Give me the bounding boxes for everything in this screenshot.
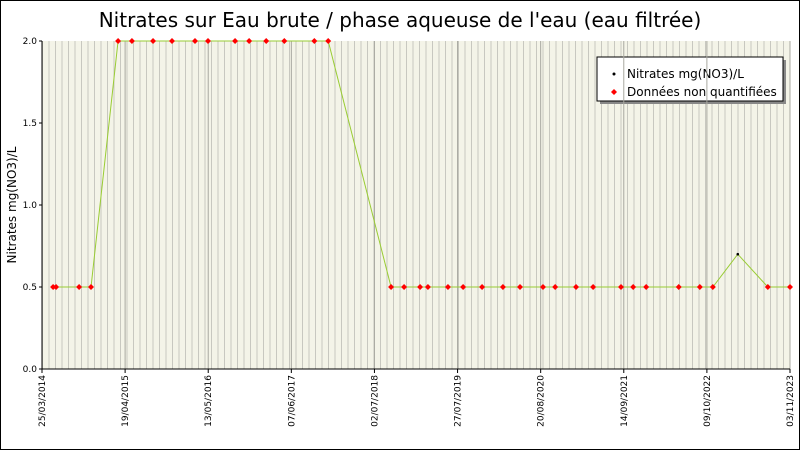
non-quantified-marker <box>150 38 157 44</box>
non-quantified-marker <box>401 284 408 290</box>
non-quantified-marker <box>128 38 135 44</box>
non-quantified-marker <box>444 284 451 290</box>
legend: Nitrates mg(NO3)/L Données non quantifiée… <box>596 56 786 104</box>
non-quantified-marker <box>281 38 288 44</box>
y-tick-label: 1.0 <box>23 201 38 211</box>
x-tick-label: 20/08/2020 <box>537 375 547 427</box>
non-quantified-marker <box>205 38 212 44</box>
non-quantified-marker <box>618 284 625 290</box>
non-quantified-marker <box>696 284 703 290</box>
non-quantified-marker <box>325 38 332 44</box>
non-quantified-marker <box>479 284 486 290</box>
non-quantified-marker <box>311 38 318 44</box>
legend-box <box>596 56 784 102</box>
non-quantified-marker <box>460 284 467 290</box>
y-tick-label: 1.5 <box>23 119 37 129</box>
legend-label: Nitrates mg(NO3)/L <box>627 67 744 81</box>
y-axis-label: Nitrates mg(NO3)/L <box>5 146 19 263</box>
x-tick-label: 27/07/2019 <box>454 375 464 427</box>
non-quantified-marker <box>168 38 175 44</box>
legend-label: Données non quantifiées <box>627 85 777 99</box>
non-quantified-marker <box>246 38 253 44</box>
non-quantified-marker <box>88 284 95 290</box>
non-quantified-marker <box>709 284 716 290</box>
x-tick-label: 19/04/2015 <box>121 375 131 427</box>
non-quantified-marker <box>643 284 650 290</box>
non-quantified-marker <box>53 284 60 290</box>
non-quantified-marker <box>263 38 270 44</box>
non-quantified-marker <box>764 284 771 290</box>
non-quantified-marker <box>115 38 122 44</box>
y-tick-label: 2.0 <box>23 37 38 47</box>
non-quantified-marker <box>516 284 523 290</box>
non-quantified-marker <box>232 38 239 44</box>
x-tick-label: 02/07/2018 <box>370 375 380 427</box>
x-tick-label: 14/09/2021 <box>620 375 630 427</box>
y-tick-label: 0.5 <box>23 283 37 293</box>
y-tick-label: 0.0 <box>23 365 38 375</box>
x-tick-label: 03/11/2023 <box>786 375 796 427</box>
non-quantified-marker <box>417 284 424 290</box>
chart-title: Nitrates sur Eau brute / phase aqueuse d… <box>99 8 702 32</box>
non-quantified-marker <box>590 284 597 290</box>
non-quantified-marker <box>192 38 199 44</box>
non-quantified-marker <box>76 284 83 290</box>
x-tick-label: 09/10/2022 <box>703 375 713 427</box>
non-quantified-marker <box>675 284 682 290</box>
non-quantified-marker <box>630 284 637 290</box>
legend-marker <box>612 72 616 76</box>
non-quantified-marker <box>424 284 431 290</box>
data-point <box>736 252 740 256</box>
non-quantified-marker <box>499 284 506 290</box>
x-tick-label: 25/03/2014 <box>38 375 48 427</box>
x-tick-label: 07/06/2017 <box>287 375 297 427</box>
non-quantified-marker <box>552 284 559 290</box>
non-quantified-marker <box>573 284 580 290</box>
non-quantified-marker <box>388 284 395 290</box>
non-quantified-marker <box>540 284 547 290</box>
x-tick-label: 13/05/2016 <box>204 375 214 427</box>
legend-marker <box>611 89 617 95</box>
non-quantified-marker <box>787 284 793 290</box>
